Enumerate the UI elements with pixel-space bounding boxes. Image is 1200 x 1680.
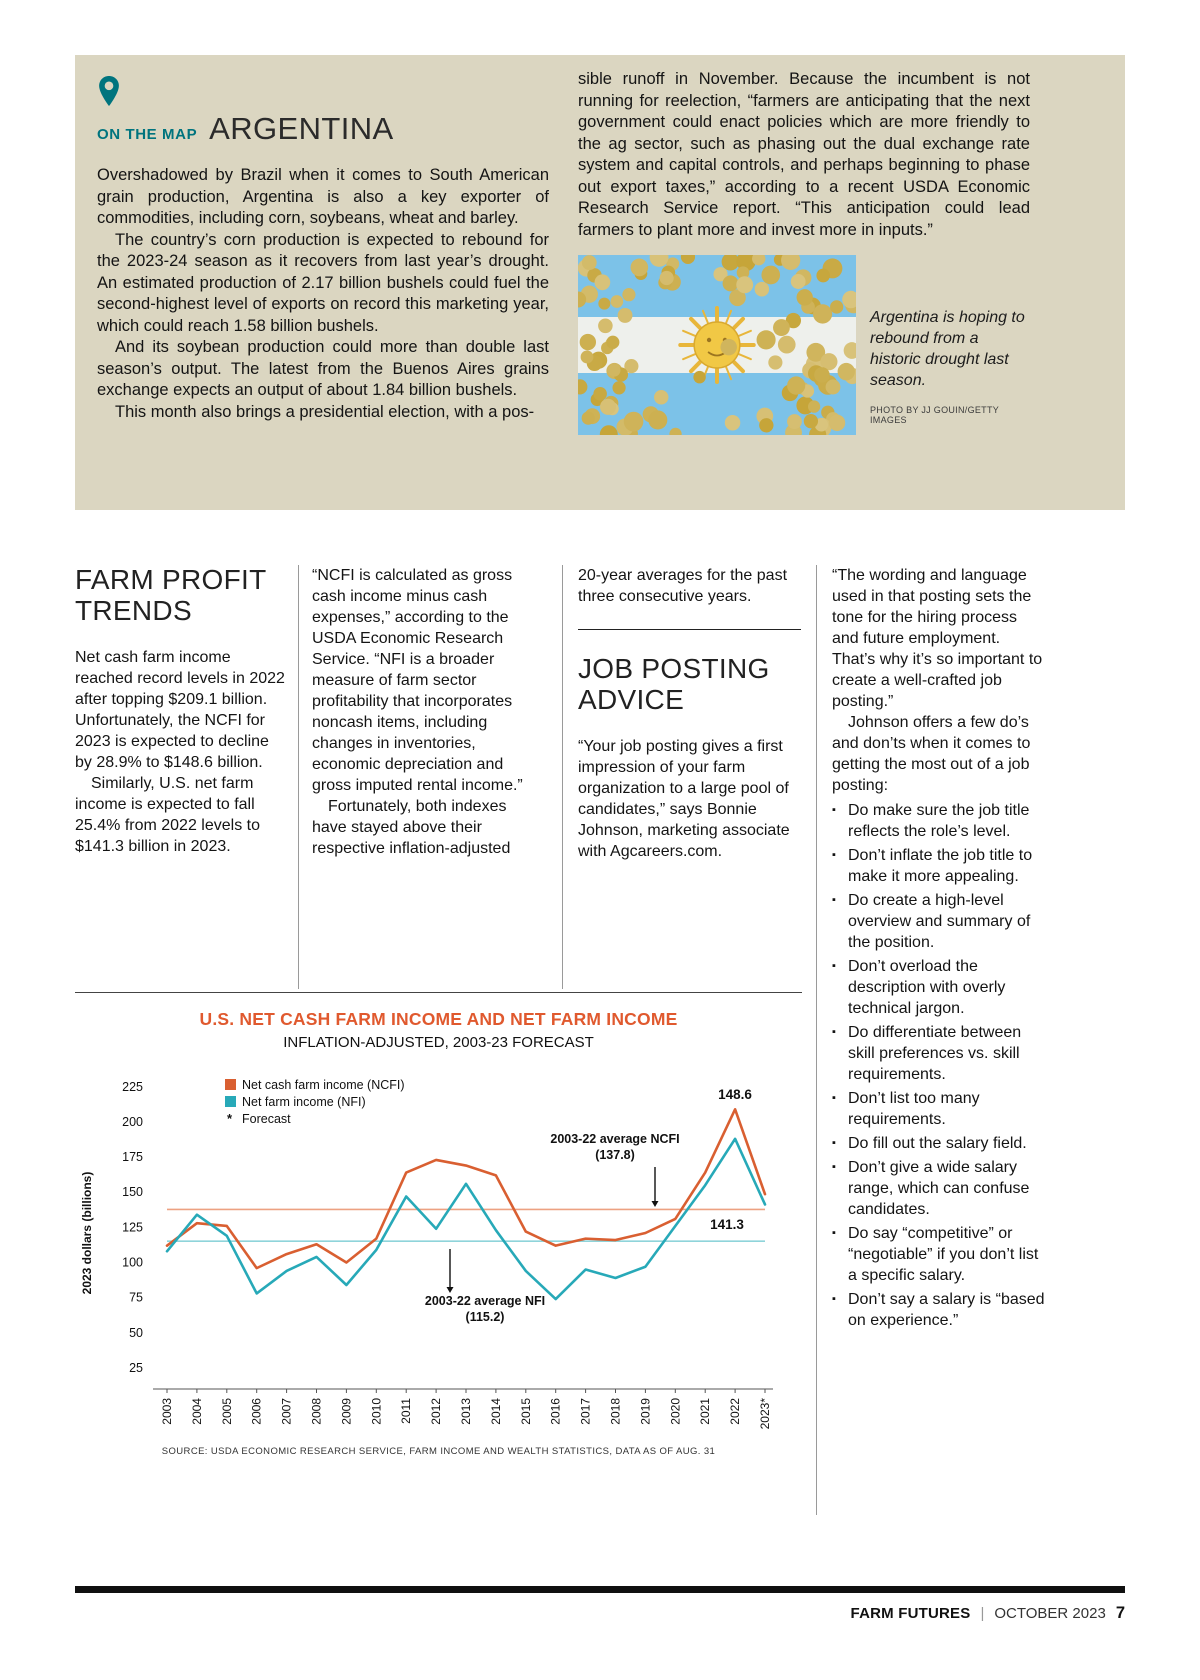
photo-credit: PHOTO BY JJ GOUIN/GETTY IMAGES [870, 405, 999, 425]
svg-text:*: * [227, 1111, 233, 1126]
body-paragraph: Similarly, U.S. net farm income is expec… [75, 774, 260, 855]
article-paragraph: Overshadowed by Brazil when it comes to … [97, 166, 549, 227]
footer-page-number: 7 [1115, 1604, 1125, 1622]
svg-text:2019: 2019 [638, 1398, 652, 1425]
job-posting-title: JOB POSTING ADVICE [578, 653, 770, 715]
article-paragraph: The country’s corn production is expecte… [97, 230, 549, 335]
chart-subtitle: INFLATION-ADJUSTED, 2003-23 FORECAST [283, 1034, 594, 1051]
job-posting-tip: Don’t say a salary is “based on experien… [832, 1289, 1047, 1331]
svg-text:2018: 2018 [609, 1398, 623, 1425]
svg-text:2020: 2020 [668, 1398, 682, 1425]
svg-text:(137.8): (137.8) [595, 1148, 635, 1162]
page-footer: FARM FUTURES | OCTOBER 2023 7 [851, 1604, 1125, 1623]
svg-text:2005: 2005 [220, 1398, 234, 1425]
svg-text:100: 100 [122, 1256, 143, 1270]
farm-income-chart-section: U.S. NET CASH FARM INCOME AND NET FARM I… [75, 992, 802, 1457]
svg-text:2009: 2009 [339, 1398, 353, 1425]
footer-issue: OCTOBER 2023 [994, 1605, 1106, 1622]
chart-title: U.S. NET CASH FARM INCOME AND NET FARM I… [199, 1009, 678, 1029]
svg-text:2014: 2014 [489, 1398, 503, 1425]
svg-text:2021: 2021 [698, 1398, 712, 1425]
article-header: ON THE MAP ARGENTINA [97, 111, 549, 147]
farm-profit-title: FARM PROFIT TRENDS [75, 564, 267, 626]
map-article-right-column: sible runoff in November. Because the in… [578, 69, 1030, 437]
svg-text:2013: 2013 [459, 1398, 473, 1425]
body-paragraph: “Your job posting gives a first impressi… [578, 737, 790, 860]
on-the-map-panel: ON THE MAP ARGENTINA Overshadowed by Bra… [75, 55, 1125, 510]
farm-profit-column-1: FARM PROFIT TRENDS Net cash farm income … [75, 564, 288, 857]
chart-source: SOURCE: USDA ECONOMIC RESEARCH SERVICE, … [161, 1446, 716, 1457]
footer-rule [75, 1586, 1125, 1593]
svg-text:2011: 2011 [399, 1398, 413, 1424]
body-paragraph: “NCFI is calculated as gross cash income… [312, 567, 523, 794]
svg-text:75: 75 [129, 1291, 143, 1305]
job-posting-tips-column: “The wording and language used in that p… [832, 565, 1047, 1334]
farm-profit-column-2: “NCFI is calculated as gross cash income… [312, 565, 544, 859]
svg-text:2022: 2022 [728, 1398, 742, 1425]
argentina-photo: Argentina is hoping to rebound from a hi… [578, 255, 1030, 437]
section-divider [578, 629, 801, 630]
svg-text:141.3: 141.3 [710, 1217, 744, 1232]
job-posting-tips-list: Do make sure the job title reflects the … [832, 800, 1047, 1331]
svg-text:150: 150 [122, 1185, 143, 1199]
article-title: ARGENTINA [209, 111, 394, 146]
footer-divider-glyph: | [980, 1605, 985, 1622]
map-pin-icon [99, 75, 119, 107]
job-posting-tip: Do make sure the job title reflects the … [832, 800, 1047, 842]
article-paragraph: This month also brings a presidential el… [115, 402, 535, 421]
svg-text:2003-22 average NFI: 2003-22 average NFI [425, 1294, 545, 1308]
map-article-left-column: ON THE MAP ARGENTINA Overshadowed by Bra… [97, 75, 549, 423]
job-posting-tip: Don’t overload the description with over… [832, 956, 1047, 1019]
body-paragraph: Fortunately, both indexes have stayed ab… [312, 798, 511, 857]
svg-text:2004: 2004 [190, 1398, 204, 1425]
svg-text:2003: 2003 [160, 1398, 174, 1425]
job-posting-tip: Don’t list too many requirements. [832, 1088, 1047, 1130]
job-posting-tip: Do differentiate between skill preferenc… [832, 1022, 1047, 1085]
soybeans-flag-photo [578, 255, 856, 435]
column-divider [562, 565, 563, 989]
svg-text:2007: 2007 [280, 1398, 294, 1425]
svg-text:2015: 2015 [519, 1398, 533, 1425]
svg-text:(115.2): (115.2) [466, 1310, 505, 1324]
article-paragraph: And its soybean production could more th… [97, 338, 549, 399]
svg-text:2008: 2008 [310, 1398, 324, 1425]
svg-text:2017: 2017 [579, 1398, 593, 1425]
job-posting-tip: Do create a high-level overview and summ… [832, 890, 1047, 953]
photo-caption: Argentina is hoping to rebound from a hi… [870, 309, 1025, 389]
svg-text:2016: 2016 [549, 1398, 563, 1425]
svg-text:25: 25 [129, 1361, 143, 1375]
job-posting-column: 20-year averages for the past three cons… [578, 565, 801, 862]
footer-brand: FARM FUTURES [850, 1605, 971, 1622]
svg-text:2006: 2006 [250, 1398, 264, 1425]
article-paragraph: sible runoff in November. Because the in… [578, 70, 1030, 239]
svg-text:Net cash farm income (NCFI): Net cash farm income (NCFI) [242, 1078, 405, 1092]
body-paragraph: Net cash farm income reached record leve… [75, 648, 285, 771]
svg-text:225: 225 [122, 1080, 143, 1094]
job-posting-tip: Do say “competitive” or “negotiable” if … [832, 1223, 1047, 1286]
job-posting-tip: Don’t give a wide salary range, which ca… [832, 1157, 1047, 1220]
body-paragraph: “The wording and language used in that p… [832, 567, 1043, 710]
svg-text:50: 50 [129, 1326, 143, 1340]
svg-text:175: 175 [122, 1150, 143, 1164]
job-posting-tip: Don’t inflate the job title to make it m… [832, 845, 1047, 887]
svg-text:2023*: 2023* [758, 1398, 772, 1430]
job-posting-tip: Do fill out the salary field. [832, 1133, 1047, 1154]
svg-text:125: 125 [122, 1220, 143, 1234]
svg-text:2012: 2012 [429, 1398, 443, 1425]
svg-text:Net farm income (NFI): Net farm income (NFI) [242, 1095, 366, 1109]
svg-text:200: 200 [122, 1115, 143, 1129]
svg-text:2010: 2010 [369, 1398, 383, 1425]
column-divider [298, 565, 299, 989]
body-paragraph: Johnson offers a few do’s and don’ts whe… [832, 714, 1031, 794]
svg-text:Forecast: Forecast [242, 1112, 291, 1126]
photo-caption-block: Argentina is hoping to rebound from a hi… [870, 307, 1028, 425]
farm-income-line-chart: 25 50 75 100 125 150 175 200 225 2023 dollars (bi… [80, 1078, 773, 1430]
kicker-label: ON THE MAP [97, 126, 198, 143]
svg-text:2003-22 average NCFI: 2003-22 average NCFI [550, 1132, 679, 1146]
column-divider [816, 565, 817, 1515]
svg-text:148.6: 148.6 [718, 1087, 752, 1102]
body-paragraph: 20-year averages for the past three cons… [578, 567, 788, 605]
svg-text:2023 dollars (billions): 2023 dollars (billions) [80, 1172, 94, 1295]
